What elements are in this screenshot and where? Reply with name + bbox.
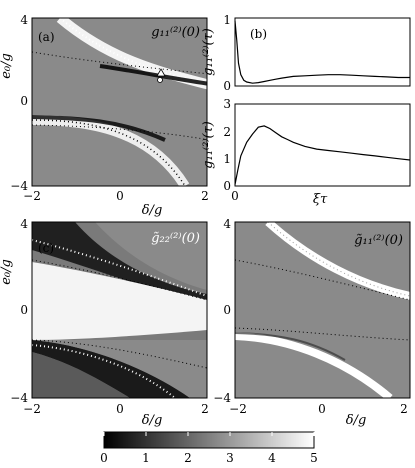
- panel-d-xtick-mid: 0: [318, 402, 326, 416]
- panel-b-bottom-ytick-2: 2: [223, 125, 231, 139]
- panel-a-xtick-right: 2: [201, 189, 209, 203]
- panel-c-xtick-mid: 0: [116, 402, 124, 416]
- panel-b-top-ytick-1: 1: [223, 13, 231, 27]
- panel-d-xtick-right: 2: [400, 402, 408, 416]
- panel-d-background: [235, 222, 410, 398]
- panel-c-xlabel: δ/g: [142, 413, 163, 428]
- panel-c-ytick-top: 4: [20, 217, 28, 231]
- panel-b-top: (b) 1 0 g₁₁⁽²⁾(τ): [201, 13, 411, 93]
- panel-b-bottom-xlabel: ξτ: [313, 192, 328, 207]
- panel-c-frame: [31, 221, 208, 399]
- panel-a-triangle-marker: [156, 68, 166, 77]
- panel-b-bottom-ytick-1: 1: [223, 152, 231, 166]
- panel-c-lower-dark-wedge: [32, 340, 190, 398]
- panel-b-top-ylabel: g₁₁⁽²⁾(τ): [201, 28, 216, 76]
- panel-b-bottom-ytick-0: 0: [223, 179, 231, 193]
- panel-b-bottom: 3 2 1 0 0 ξτ g₁₁⁽²⁾(τ): [201, 97, 411, 207]
- panel-d-title: g̃₁₁⁽²⁾(0): [354, 233, 403, 248]
- panel-a-xtick-mid: 0: [116, 189, 124, 203]
- panel-a-ytick-bottom: −4: [10, 179, 28, 193]
- panel-b-top-line: [234, 20, 410, 84]
- panel-c: (c) g̃₂₂⁽²⁾(0) 4 0 −4 −2 0 2 δ/g e₀/g: [0, 217, 209, 428]
- panel-a-xlabel: δ/g: [142, 203, 163, 218]
- panel-d-ytick-bottom: −4: [213, 391, 231, 405]
- panel-a-lower-dotted: [32, 119, 186, 186]
- panel-d-xlabel: δ/g: [346, 413, 367, 428]
- colorbar-tick-label: 2: [184, 451, 192, 465]
- panel-d-frame: [234, 221, 411, 399]
- panel-a: (a) g₁₁⁽²⁾(0) 4 0 −4 −2 0 2 δ/g e₀/g: [0, 13, 209, 218]
- panel-c-xtick-right: 2: [201, 402, 209, 416]
- panel-c-top-right-region: [32, 222, 207, 290]
- panel-a-lower-dark-line: [32, 115, 166, 142]
- panel-c-upper-dark-wedge: [32, 222, 207, 300]
- panel-c-lower-left-region: [32, 352, 130, 398]
- panel-c-title: g̃₂₂⁽²⁾(0): [151, 231, 200, 246]
- panel-d-upper-dotted: [267, 222, 410, 297]
- panel-d-lower-band: [235, 332, 393, 398]
- panel-a-upper-dark-line: [99, 64, 207, 86]
- colorbar-tick-label: 0: [100, 451, 108, 465]
- panel-a-lower-dotted-2: [32, 124, 207, 141]
- panel-d: g̃₁₁⁽²⁾(0) 4 0 −4 −2 0 2 δ/g: [213, 217, 411, 428]
- panel-b-bottom-ylabel: g₁₁⁽²⁾(τ): [201, 121, 216, 169]
- panel-a-ylabel: e₀/g: [0, 53, 14, 79]
- panel-a-ytick-top: 4: [20, 13, 28, 27]
- colorbar-gradient: [103, 431, 315, 449]
- panel-d-xtick-left: −2: [229, 402, 247, 416]
- panel-a-background: [32, 18, 207, 186]
- panel-a-title: g₁₁⁽²⁾(0): [151, 25, 200, 40]
- panel-a-upper-dotted-2: [32, 51, 207, 75]
- panel-b-bottom-frame: [234, 103, 411, 187]
- panel-a-ytick-mid: 0: [20, 94, 28, 108]
- panel-c-xtick-left: −2: [23, 402, 41, 416]
- panel-b-bottom-ytick-3: 3: [223, 97, 231, 111]
- colorbar-tick-label: 1: [142, 451, 150, 465]
- panel-a-xtick-left: −2: [23, 189, 41, 203]
- panel-a-frame: [31, 17, 208, 187]
- panel-d-ytick-mid: 0: [223, 303, 231, 317]
- panel-d-upper-dotted-2: [235, 259, 410, 301]
- colorbar-tick-label: 4: [268, 451, 276, 465]
- panel-d-upper-band: [265, 222, 410, 300]
- panel-d-lower-dark-line: [235, 332, 346, 361]
- colorbar-tick-label: 3: [226, 451, 234, 465]
- panel-c-ytick-mid: 0: [20, 303, 28, 317]
- panel-c-ytick-bottom: −4: [10, 391, 28, 405]
- panel-c-lower-dotted: [32, 339, 207, 369]
- panel-d-ytick-top: 4: [223, 217, 231, 231]
- panel-b-bottom-xtick-0: 0: [231, 189, 239, 203]
- panel-c-ylabel: e₀/g: [0, 259, 14, 285]
- panel-b-top-ytick-0: 0: [223, 79, 231, 93]
- panel-a-circle-marker: [157, 77, 163, 83]
- panel-b-letter: (b): [250, 27, 267, 41]
- panel-b-bottom-line: [234, 125, 411, 185]
- panel-a-letter: (a): [38, 30, 55, 44]
- panel-c-white-region: [32, 262, 207, 340]
- panel-c-lower-right-region: [32, 340, 207, 398]
- panel-c-letter: (c): [38, 241, 54, 255]
- colorbar-tick-label: 5: [310, 451, 318, 465]
- colorbar: 0 1 2 3 4 5: [100, 431, 318, 465]
